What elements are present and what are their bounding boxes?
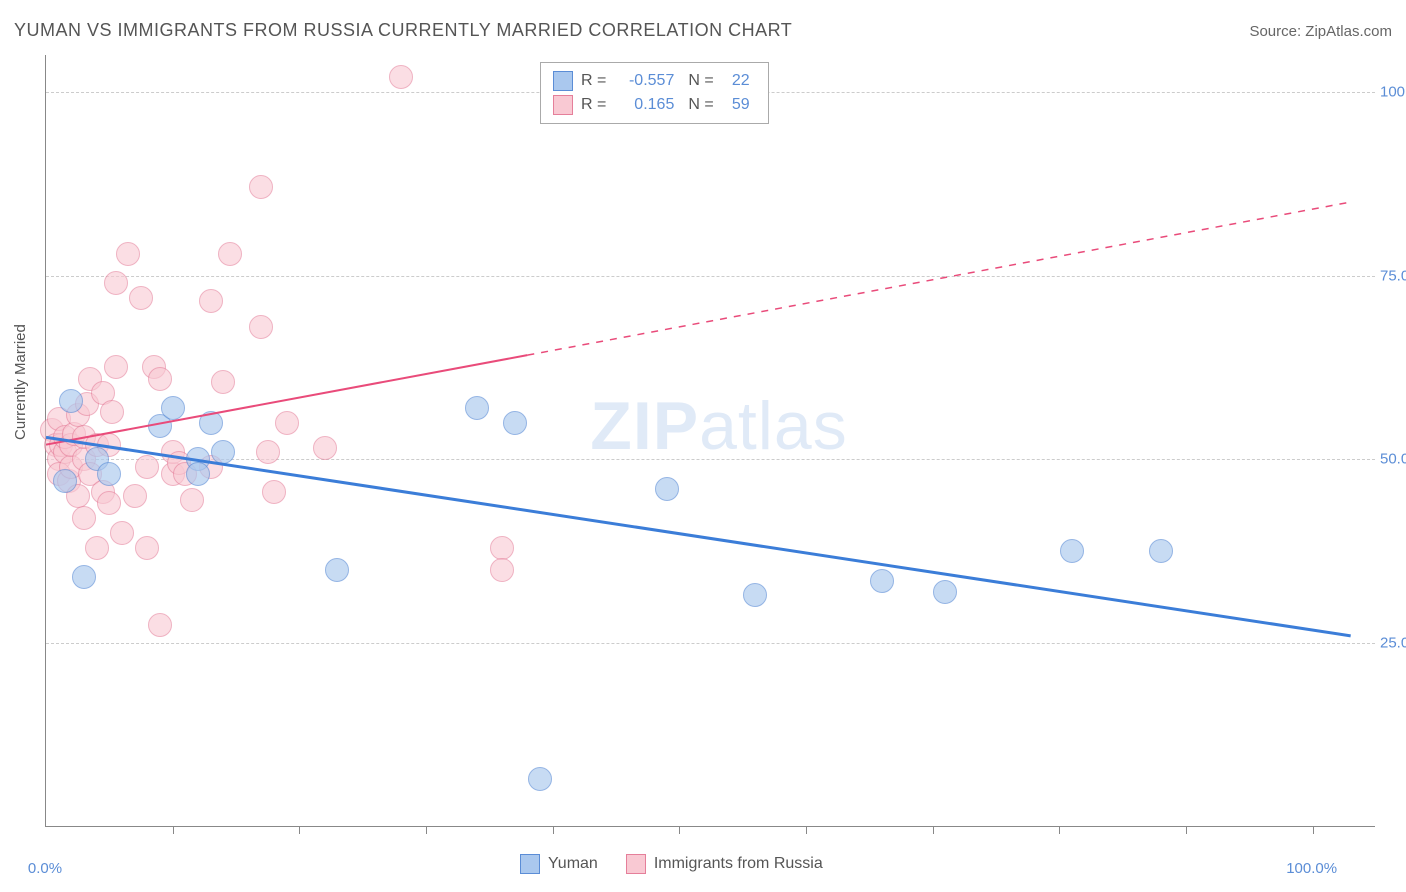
data-point-blue <box>933 580 957 604</box>
data-point-blue <box>59 389 83 413</box>
r-label: R = <box>581 93 606 117</box>
y-tick-label: 75.0% <box>1380 267 1406 284</box>
legend-stats-row-blue: R = -0.557 N = 22 <box>553 69 756 93</box>
data-point-blue <box>870 569 894 593</box>
legend-stats-row-pink: R = 0.165 N = 59 <box>553 93 756 117</box>
x-tick <box>1313 826 1314 834</box>
data-point-pink <box>218 242 242 266</box>
data-point-pink <box>249 315 273 339</box>
x-tick <box>1186 826 1187 834</box>
chart-source: Source: ZipAtlas.com <box>1249 23 1392 40</box>
chart-title: YUMAN VS IMMIGRANTS FROM RUSSIA CURRENTL… <box>14 20 792 41</box>
y-tick-label: 25.0% <box>1380 635 1406 652</box>
x-tick-label: 0.0% <box>28 860 62 877</box>
data-point-blue <box>1060 539 1084 563</box>
x-tick <box>173 826 174 834</box>
data-point-pink <box>100 400 124 424</box>
data-point-blue <box>211 440 235 464</box>
data-point-pink <box>123 484 147 508</box>
plot-area: 25.0%50.0%75.0%100.0% <box>45 55 1375 827</box>
data-point-pink <box>275 411 299 435</box>
data-point-pink <box>313 436 337 460</box>
x-tick <box>679 826 680 834</box>
data-point-pink <box>490 536 514 560</box>
data-point-blue <box>53 469 77 493</box>
x-tick <box>933 826 934 834</box>
data-point-pink <box>116 242 140 266</box>
gridline <box>46 459 1375 460</box>
legend-item-pink: Immigrants from Russia <box>626 854 823 874</box>
data-point-pink <box>129 286 153 310</box>
data-point-blue <box>325 558 349 582</box>
data-point-pink <box>135 536 159 560</box>
data-point-pink <box>72 506 96 530</box>
data-point-pink <box>85 536 109 560</box>
x-tick <box>426 826 427 834</box>
data-point-pink <box>110 521 134 545</box>
data-point-blue <box>186 462 210 486</box>
data-point-pink <box>180 488 204 512</box>
n-label: N = <box>688 93 713 117</box>
data-point-pink <box>490 558 514 582</box>
data-point-pink <box>256 440 280 464</box>
series-label-blue: Yuman <box>548 855 598 873</box>
data-point-blue <box>1149 539 1173 563</box>
y-tick-label: 100.0% <box>1380 83 1406 100</box>
data-point-pink <box>97 491 121 515</box>
r-label: R = <box>581 69 606 93</box>
data-point-pink <box>249 175 273 199</box>
data-point-blue <box>465 396 489 420</box>
r-value-blue: -0.557 <box>614 69 680 93</box>
swatch-blue <box>520 854 540 874</box>
gridline <box>46 276 1375 277</box>
r-value-pink: 0.165 <box>614 93 680 117</box>
data-point-blue <box>97 462 121 486</box>
x-tick <box>806 826 807 834</box>
data-point-pink <box>148 613 172 637</box>
x-tick <box>553 826 554 834</box>
x-tick-label: 100.0% <box>1286 860 1337 877</box>
series-label-pink: Immigrants from Russia <box>654 855 823 873</box>
data-point-pink <box>104 355 128 379</box>
data-point-blue <box>655 477 679 501</box>
trend-pink-dashed <box>527 202 1350 355</box>
data-point-blue <box>503 411 527 435</box>
data-point-pink <box>148 367 172 391</box>
gridline <box>46 643 1375 644</box>
data-point-pink <box>211 370 235 394</box>
legend-item-blue: Yuman <box>520 854 598 874</box>
swatch-blue <box>553 71 573 91</box>
swatch-pink <box>553 95 573 115</box>
data-point-pink <box>199 289 223 313</box>
trend-lines <box>46 55 1376 827</box>
data-point-blue <box>743 583 767 607</box>
n-value-blue: 22 <box>722 69 756 93</box>
swatch-pink <box>626 854 646 874</box>
data-point-blue <box>199 411 223 435</box>
x-tick <box>299 826 300 834</box>
data-point-blue <box>161 396 185 420</box>
legend-series: Yuman Immigrants from Russia <box>520 854 823 874</box>
trend-blue-solid <box>46 437 1351 636</box>
data-point-pink <box>262 480 286 504</box>
data-point-pink <box>389 65 413 89</box>
y-tick-label: 50.0% <box>1380 451 1406 468</box>
data-point-pink <box>104 271 128 295</box>
legend-stats: R = -0.557 N = 22 R = 0.165 N = 59 <box>540 62 769 124</box>
x-tick <box>1059 826 1060 834</box>
y-axis-label: Currently Married <box>12 324 29 440</box>
data-point-blue <box>528 767 552 791</box>
n-value-pink: 59 <box>722 93 756 117</box>
data-point-blue <box>72 565 96 589</box>
data-point-pink <box>135 455 159 479</box>
n-label: N = <box>688 69 713 93</box>
